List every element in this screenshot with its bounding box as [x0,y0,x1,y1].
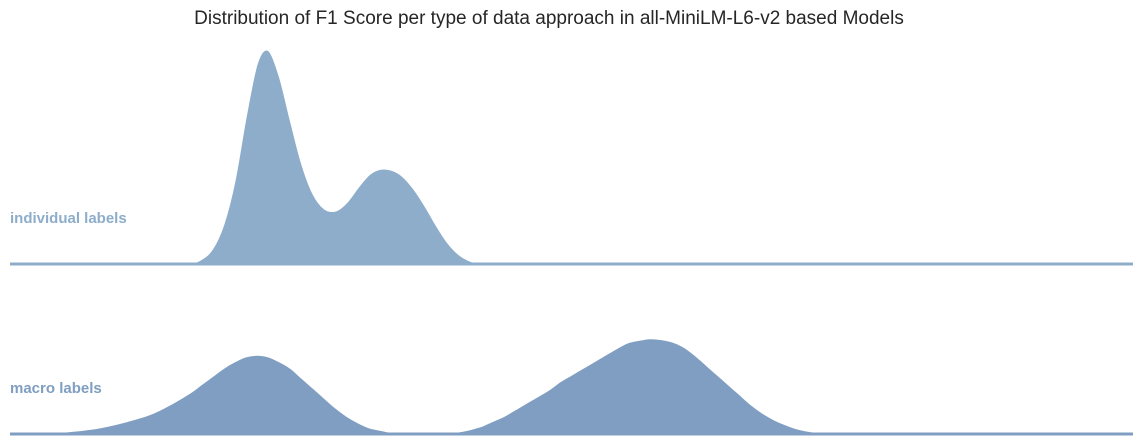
series-label-individual-labels: individual labels [10,210,127,227]
ridge-outline-individual-labels [10,48,1133,266]
ridge-area-macro-labels [10,338,1133,434]
series-label-macro-labels: macro labels [10,380,102,397]
ridges: individual labels macro labels [9,48,1133,436]
ridge-area-individual-labels [10,49,1133,265]
chart-title: Distribution of F1 Score per type of dat… [194,8,904,29]
